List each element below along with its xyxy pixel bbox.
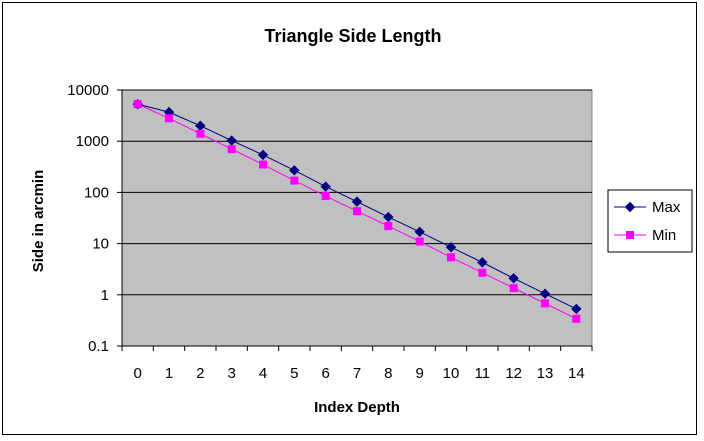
chart-title: Triangle Side Length [264,26,441,46]
x-tick-label: 12 [505,365,522,382]
x-tick-label: 10 [443,365,460,382]
data-point-max [571,303,582,315]
data-point-min [541,299,549,308]
data-point-min [384,222,393,231]
x-tick-label: 0 [133,365,141,382]
y-tick-label: 0.1 [88,338,109,355]
legend-box [607,189,693,253]
legend-label-max: Max [652,199,681,216]
data-point-min [196,129,205,138]
data-point-max [383,211,394,223]
x-tick-label: 3 [227,365,235,382]
data-point-min [572,314,581,323]
x-tick-label: 2 [196,365,204,382]
x-tick-label: 6 [321,365,329,382]
data-point-min [447,253,455,262]
data-point-min [478,268,487,277]
data-point-max [257,149,269,161]
legend-label-min: Min [652,227,676,244]
x-tick-label: 1 [165,365,173,382]
data-point-min [259,160,267,169]
y-tick-label: 100 [84,184,109,201]
legend-marker-max [624,201,636,213]
chart-svg: Triangle Side Length Side in arcmin Inde… [30,26,693,416]
x-tick-label: 7 [353,365,361,382]
data-point-max [289,165,300,176]
data-point-min [509,284,518,293]
x-tick-label: 13 [537,365,554,382]
data-point-max [414,226,425,238]
plot-background [121,89,593,347]
y-tick-label: 1 [101,287,109,304]
x-tick-label: 4 [259,365,267,382]
x-axis-title: Index Depth [314,399,400,416]
x-tick-label: 8 [384,365,392,382]
x-tick-label: 5 [290,365,298,382]
x-tick-label: 11 [475,365,491,382]
data-point-min [353,207,361,216]
y-tick-label: 1000 [76,133,109,150]
data-point-max [445,242,457,253]
data-point-max [508,273,519,284]
y-tick-label: 10 [92,236,109,253]
legend-marker-min [626,231,634,239]
data-point-min [290,176,299,185]
data-point-max [226,135,237,146]
data-point-max [477,257,488,268]
legend: Max Min [607,189,693,253]
y-tick-label: 10000 [67,82,109,99]
data-point-max [320,181,331,192]
x-tick-label: 14 [568,365,585,382]
data-point-min [133,100,142,109]
data-point-min [227,145,236,154]
data-point-min [321,192,330,201]
data-point-min [415,237,424,246]
data-point-min [165,114,173,123]
chart-frame: Triangle Side Length Side in arcmin Inde… [2,2,697,435]
data-point-max [351,196,363,207]
x-tick-label: 9 [415,365,423,382]
y-axis-title: Side in arcmin [30,170,47,273]
data-point-max [539,288,551,299]
